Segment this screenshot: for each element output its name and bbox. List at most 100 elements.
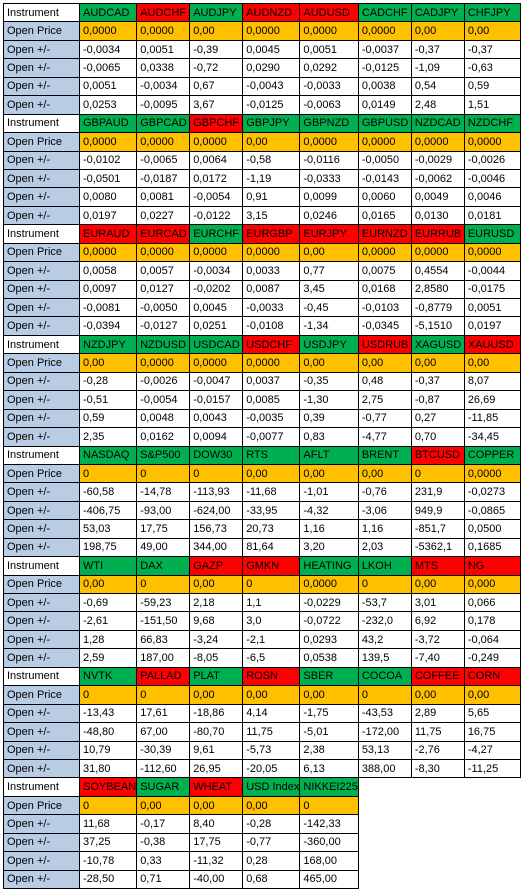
open-change-cell[interactable]: 3,15: [242, 205, 301, 226]
open-change-cell[interactable]: 17,75: [189, 832, 244, 853]
open-change-cell[interactable]: 344,00: [189, 537, 244, 558]
open-change-cell[interactable]: 0,0057: [136, 261, 191, 281]
open-change-cell[interactable]: 0,27: [410, 408, 465, 429]
instrument-header-label[interactable]: Instrument: [3, 777, 80, 797]
open-change-cell[interactable]: -6,5: [242, 648, 301, 668]
open-change-cell[interactable]: -0,35: [299, 371, 359, 392]
open-change-cell[interactable]: 1,16: [357, 519, 412, 539]
instrument-name-cell[interactable]: S&P500: [136, 445, 191, 465]
instrument-name-cell[interactable]: CHFJPY: [463, 2, 521, 23]
instrument-name-cell[interactable]: CADJPY: [410, 2, 465, 23]
open-price-cell[interactable]: 0: [78, 463, 138, 484]
open-change-cell[interactable]: 0,0099: [299, 187, 359, 207]
instrument-name-cell[interactable]: SOYBEAN: [78, 777, 138, 797]
instrument-name-cell[interactable]: NVTK: [78, 666, 138, 687]
open-change-cell[interactable]: -4,77: [357, 427, 412, 447]
open-change-cell[interactable]: 0,59: [78, 408, 138, 429]
open-change-cell[interactable]: 0,77: [299, 261, 359, 281]
open-change-cell[interactable]: 3,45: [299, 279, 359, 300]
instrument-name-cell[interactable]: EURJPY: [299, 224, 359, 244]
open-change-label[interactable]: Open +/-: [3, 150, 80, 170]
instrument-name-cell[interactable]: CORN: [463, 666, 521, 687]
open-change-cell[interactable]: -5,01: [299, 722, 359, 742]
open-change-cell[interactable]: 0,0149: [357, 95, 412, 115]
open-change-cell[interactable]: 2,35: [78, 427, 138, 447]
instrument-name-cell[interactable]: USDCAD: [189, 334, 244, 355]
open-change-cell[interactable]: 0,0253: [78, 95, 138, 115]
instrument-name-cell[interactable]: GBPAUD: [78, 113, 138, 134]
open-price-cell[interactable]: 0,0000: [136, 132, 191, 152]
open-change-cell[interactable]: -0,0125: [242, 95, 301, 115]
open-change-cell[interactable]: 0,0181: [463, 205, 521, 226]
open-change-cell[interactable]: -0,249: [463, 648, 521, 668]
instrument-name-cell[interactable]: EURCHF: [189, 224, 244, 244]
open-change-cell[interactable]: -0,0116: [299, 150, 359, 170]
open-change-cell[interactable]: 0,0246: [299, 205, 359, 226]
instrument-name-cell[interactable]: ROSN: [242, 666, 301, 687]
open-change-cell[interactable]: -2,1: [242, 629, 301, 650]
open-price-cell[interactable]: 0,00: [463, 353, 521, 373]
open-change-cell[interactable]: -1,09: [410, 58, 465, 78]
instrument-name-cell[interactable]: USD Index: [242, 777, 301, 797]
open-change-cell[interactable]: 8,07: [463, 371, 521, 392]
open-change-cell[interactable]: 1,28: [78, 629, 138, 650]
open-change-label[interactable]: Open +/-: [3, 629, 80, 650]
open-price-cell[interactable]: 0: [357, 685, 412, 705]
open-change-cell[interactable]: 26,69: [463, 390, 521, 410]
open-change-cell[interactable]: 31,80: [78, 758, 138, 779]
instrument-name-cell[interactable]: WTI: [78, 556, 138, 576]
open-change-cell[interactable]: -0,72: [189, 58, 244, 78]
open-change-cell[interactable]: 0,0165: [357, 205, 412, 226]
open-change-cell[interactable]: 0,33: [136, 851, 191, 871]
open-change-cell[interactable]: -0,45: [299, 297, 359, 318]
open-change-cell[interactable]: 0,0227: [136, 205, 191, 226]
open-price-cell[interactable]: 0,0000: [357, 242, 412, 263]
open-change-cell[interactable]: -18,86: [189, 703, 244, 724]
open-change-cell[interactable]: -0,28: [78, 371, 138, 392]
open-change-cell[interactable]: 465,00: [299, 869, 359, 889]
open-change-cell[interactable]: 2,03: [357, 537, 412, 558]
open-price-cell[interactable]: 0,0000: [463, 132, 521, 152]
open-change-cell[interactable]: -0,0103: [357, 297, 412, 318]
open-change-cell[interactable]: 0,0049: [410, 187, 465, 207]
open-price-cell[interactable]: 0,0000: [410, 242, 465, 263]
open-change-cell[interactable]: -0,0046: [463, 168, 521, 189]
open-price-cell[interactable]: 0,000: [463, 574, 521, 595]
instrument-header-label[interactable]: Instrument: [3, 113, 80, 134]
open-change-cell[interactable]: 0,28: [242, 851, 301, 871]
open-change-cell[interactable]: -0,0394: [78, 316, 138, 336]
instrument-name-cell[interactable]: NZDCHF: [463, 113, 521, 134]
open-change-label[interactable]: Open +/-: [3, 58, 80, 78]
instrument-header-label[interactable]: Instrument: [3, 2, 80, 23]
open-price-cell[interactable]: 0,00: [189, 795, 244, 816]
open-change-cell[interactable]: -0,0026: [136, 371, 191, 392]
instrument-name-cell[interactable]: GMKN: [242, 556, 301, 576]
open-price-cell[interactable]: 0,0000: [299, 574, 359, 595]
open-price-cell[interactable]: 0,0000: [136, 21, 191, 41]
open-change-cell[interactable]: 0,59: [463, 76, 521, 97]
open-change-cell[interactable]: -0,0122: [189, 205, 244, 226]
open-price-cell[interactable]: 0,00: [357, 353, 412, 373]
open-change-cell[interactable]: 0,0045: [242, 39, 301, 60]
instrument-header-label[interactable]: Instrument: [3, 556, 80, 576]
open-change-cell[interactable]: -0,0143: [357, 168, 412, 189]
open-change-cell[interactable]: -0,0050: [136, 297, 191, 318]
open-price-cell[interactable]: 0: [136, 685, 191, 705]
open-change-cell[interactable]: 81,64: [242, 537, 301, 558]
instrument-name-cell[interactable]: NASDAQ: [78, 445, 138, 465]
open-change-cell[interactable]: 0,0051: [299, 39, 359, 60]
open-change-cell[interactable]: -60,58: [78, 482, 138, 502]
open-change-cell[interactable]: -2,76: [410, 740, 465, 760]
open-change-cell[interactable]: 388,00: [357, 758, 412, 779]
instrument-name-cell[interactable]: AFLT: [299, 445, 359, 465]
open-change-cell[interactable]: -0,0063: [299, 95, 359, 115]
open-price-label[interactable]: Open Price: [3, 463, 80, 484]
open-change-cell[interactable]: -0,0865: [463, 500, 521, 521]
open-change-cell[interactable]: -14,78: [136, 482, 191, 502]
open-change-cell[interactable]: -34,45: [463, 427, 521, 447]
open-change-cell[interactable]: -5,73: [242, 740, 301, 760]
open-change-cell[interactable]: 26,95: [189, 758, 244, 779]
open-change-cell[interactable]: 20,73: [242, 519, 301, 539]
open-change-label[interactable]: Open +/-: [3, 316, 80, 336]
open-change-label[interactable]: Open +/-: [3, 851, 80, 871]
